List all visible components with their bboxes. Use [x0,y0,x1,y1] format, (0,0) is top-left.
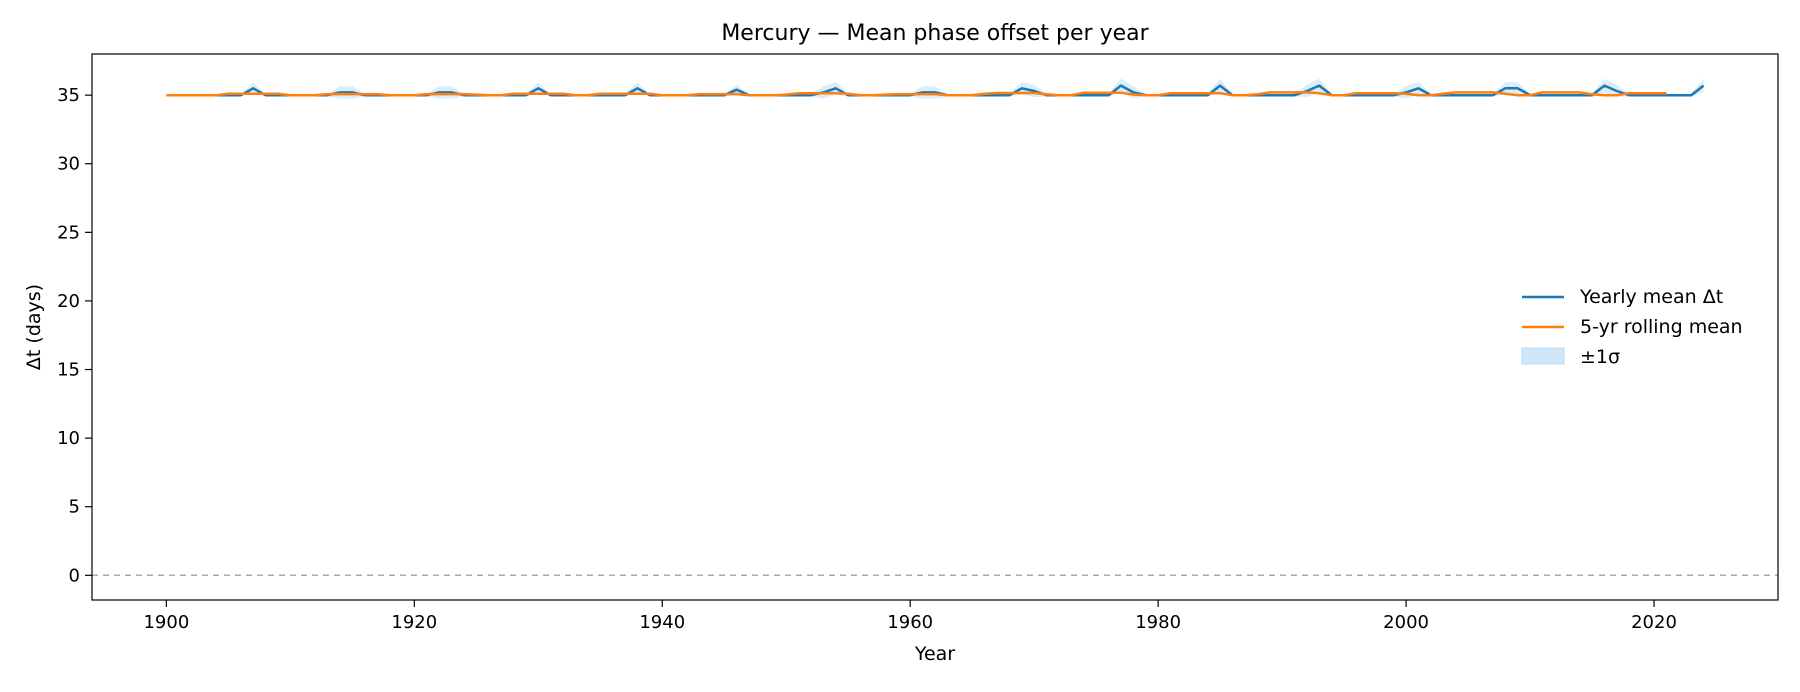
x-tick-label: 1920 [391,612,437,633]
legend-label-yearly-mean: Yearly mean Δt [1579,286,1723,308]
y-tick-label: 10 [57,428,80,449]
y-axis-label: Δt (days) [23,284,45,370]
x-tick-label: 2020 [1631,612,1677,633]
axes-frame [91,53,1779,601]
plot-area [92,78,1778,577]
y-tick-label: 20 [57,291,80,312]
y-tick-label: 0 [69,565,80,586]
x-tick-label: 2000 [1383,612,1429,633]
x-axis-ticks: 1900 1920 1940 1960 1980 2000 2020 [143,600,1677,633]
y-tick-label: 25 [57,222,80,243]
chart-title: Mercury — Mean phase offset per year [721,21,1149,46]
legend-label-sigma-band: ±1σ [1580,346,1620,368]
y-tick-label: 35 [57,85,80,106]
y-tick-label: 30 [57,154,80,175]
legend-swatch-sigma-band [1521,347,1565,365]
sigma-band [166,78,1704,99]
series-line-rolling-mean [166,91,1667,97]
x-axis-label: Year [914,643,955,665]
y-tick-label: 5 [69,497,80,518]
y-tick-label: 15 [57,360,80,381]
x-tick-label: 1900 [143,612,189,633]
y-axis-ticks: 0 5 10 15 20 25 30 35 [57,85,92,586]
x-tick-label: 1980 [1135,612,1181,633]
legend-label-rolling-mean: 5-yr rolling mean [1580,316,1743,338]
x-tick-label: 1940 [639,612,685,633]
x-tick-label: 1960 [887,612,933,633]
legend: Yearly mean Δt 5-yr rolling mean ±1σ [1521,286,1743,368]
